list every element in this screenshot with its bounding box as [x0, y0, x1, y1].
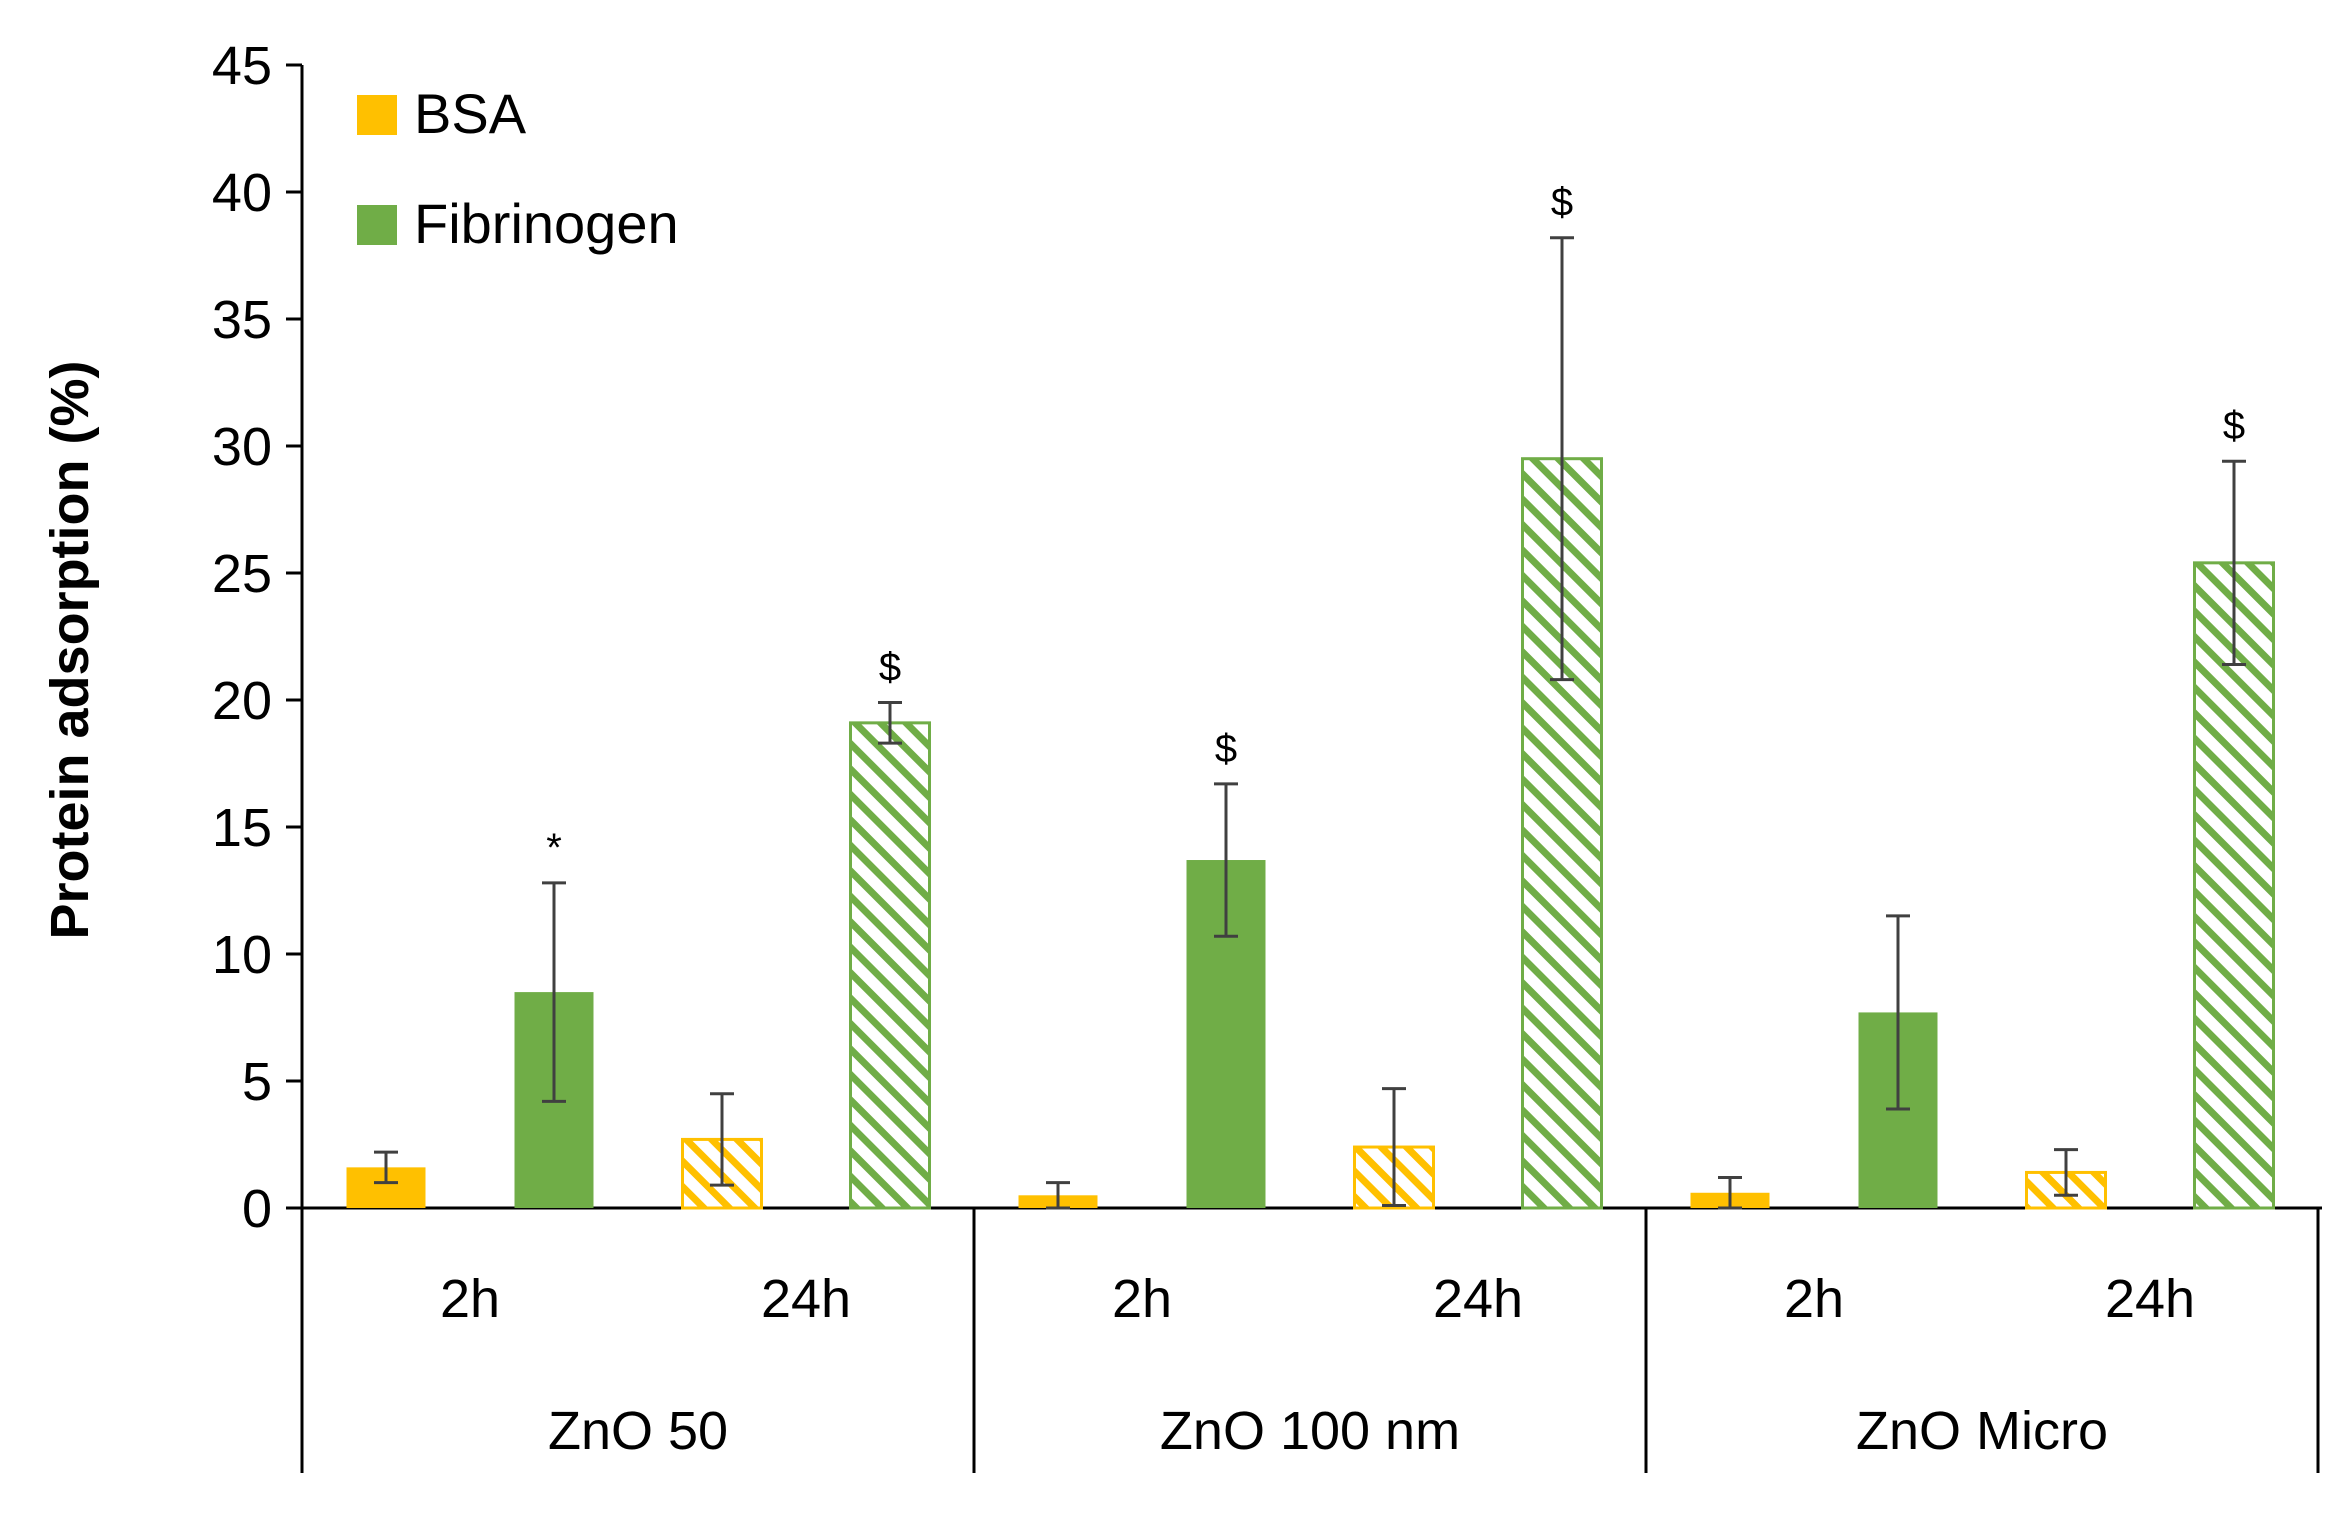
group-label: ZnO 100 nm — [1160, 1401, 1460, 1461]
significance-mark: $ — [879, 646, 901, 690]
significance-mark: * — [546, 826, 562, 870]
legend-label: Fibrinogen — [414, 192, 679, 255]
significance-mark: $ — [1551, 181, 1573, 225]
y-axis-label: Protein adsorption (%) — [40, 361, 100, 940]
subcategory-label: 2h — [1784, 1269, 1844, 1329]
y-tick-label: 20 — [212, 671, 272, 731]
x-axis: ZnO 50 2h 24h ZnO 100 nm 2h 24h ZnO Micro 2h 24h — [300, 1206, 2322, 1473]
bar — [849, 721, 931, 1210]
significance-mark: $ — [2223, 404, 2245, 448]
y-tick-label: 0 — [242, 1179, 272, 1239]
error-bars-layer — [374, 236, 2246, 1210]
bar — [2193, 561, 2275, 1210]
legend-label: BSA — [414, 82, 527, 145]
subcategory-label: 24h — [761, 1269, 851, 1329]
y-axis: 0 5 10 15 20 25 30 35 40 45 — [212, 36, 304, 1239]
group-label: ZnO 50 — [548, 1401, 728, 1461]
subcategory-label: 24h — [2105, 1269, 2195, 1329]
y-tick-label: 30 — [212, 417, 272, 477]
y-tick-label: 10 — [212, 925, 272, 985]
group-label: ZnO Micro — [1856, 1401, 2108, 1461]
y-tick-label: 5 — [242, 1052, 272, 1112]
y-tick-label: 45 — [212, 36, 272, 96]
subcategory-label: 2h — [440, 1269, 500, 1329]
legend: BSA Fibrinogen — [357, 82, 679, 255]
subcategory-label: 24h — [1433, 1269, 1523, 1329]
legend-swatch — [357, 205, 397, 245]
bars-layer — [346, 457, 2275, 1210]
y-tick-label: 15 — [212, 798, 272, 858]
y-tick-label: 40 — [212, 163, 272, 223]
legend-swatch — [357, 95, 397, 135]
y-tick-label: 35 — [212, 290, 272, 350]
significance-annotations: * $ $ $ $ — [546, 181, 2245, 870]
subcategory-label: 2h — [1112, 1269, 1172, 1329]
significance-mark: $ — [1215, 727, 1237, 771]
y-tick-label: 25 — [212, 544, 272, 604]
